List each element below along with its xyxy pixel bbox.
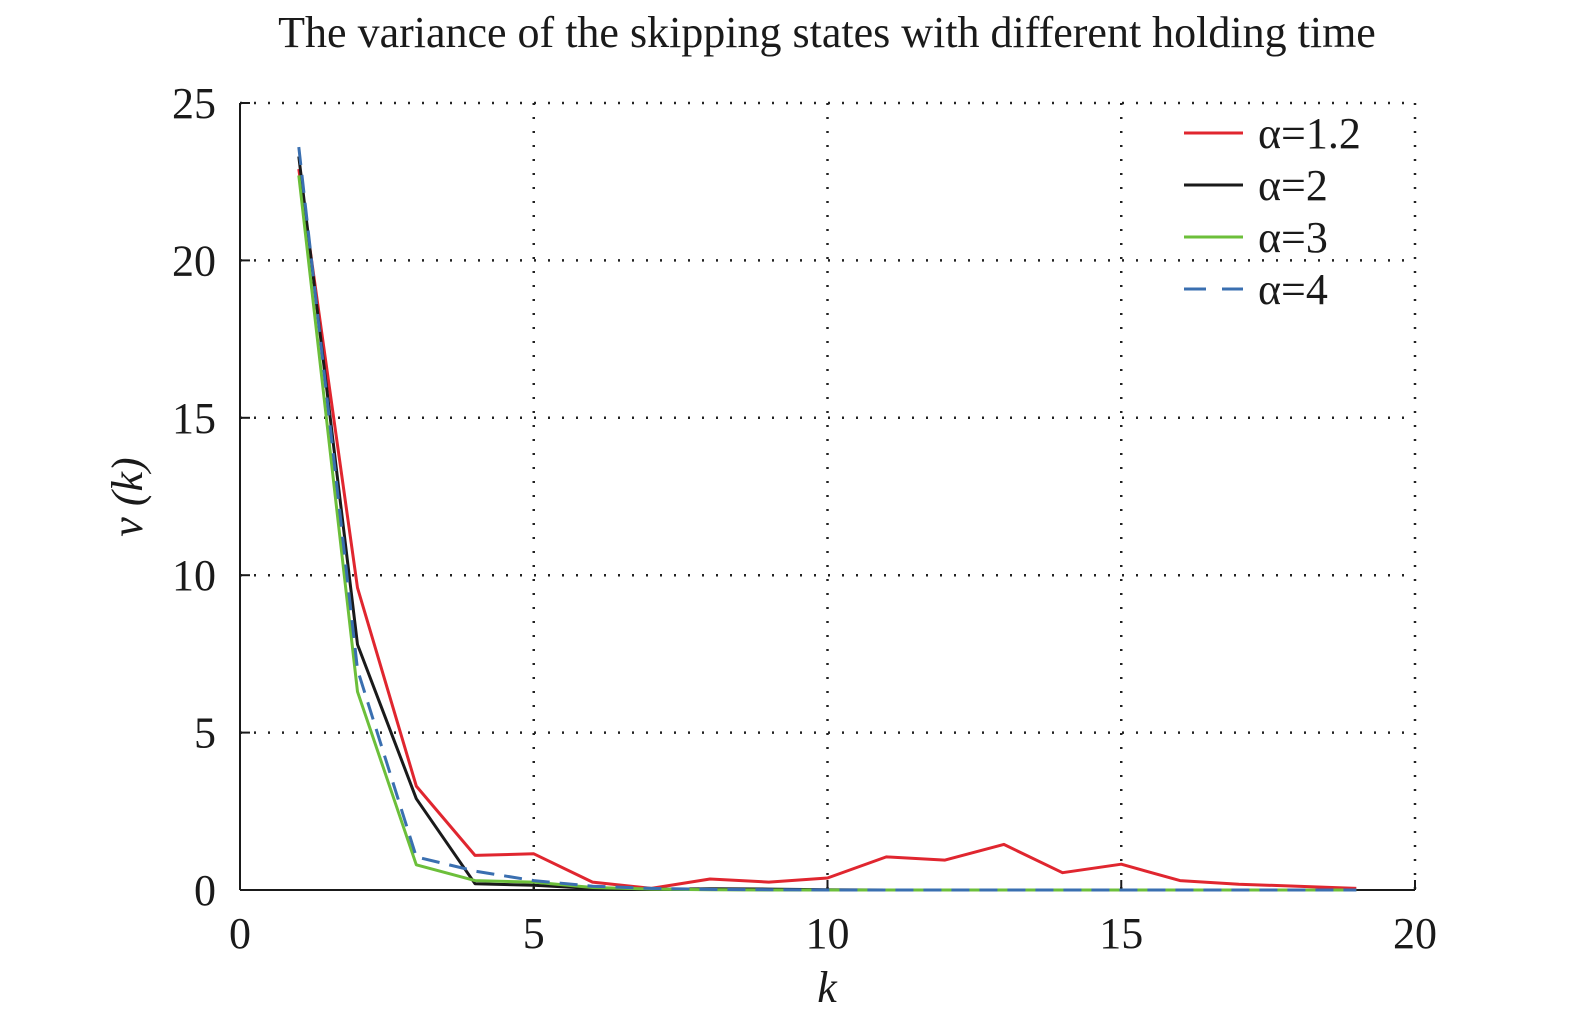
x-tick-label: 20 — [1393, 909, 1437, 958]
x-axis-label: k — [817, 963, 838, 1012]
grid-lines — [240, 101, 1417, 890]
chart-title: The variance of the skipping states with… — [278, 8, 1376, 57]
x-tick-label: 10 — [806, 909, 850, 958]
x-tick-label: 5 — [523, 909, 545, 958]
legend-label-2: α=2 — [1258, 161, 1328, 210]
y-tick-label: 5 — [194, 709, 216, 758]
y-tick-label: 15 — [172, 394, 216, 443]
x-tick-label: 0 — [229, 909, 251, 958]
y-axis-label: v (k) — [103, 457, 152, 536]
y-tick-label: 25 — [172, 79, 216, 128]
legend-label-3: α=3 — [1258, 213, 1328, 262]
series-line-4 — [297, 146, 1357, 892]
y-tick-label: 20 — [172, 236, 216, 285]
series-line-3 — [297, 175, 1357, 892]
series-lines — [297, 146, 1357, 892]
legend: α=1.2α=2α=3α=4 — [1184, 109, 1361, 314]
x-tick-label: 15 — [1099, 909, 1143, 958]
y-tick-label: 10 — [172, 551, 216, 600]
legend-label-4: α=4 — [1258, 265, 1328, 314]
series-line-1 — [297, 168, 1357, 890]
tick-labels: 0 5 10 15 20 0 5 10 15 20 25 — [172, 79, 1437, 958]
legend-label-1: α=1.2 — [1258, 109, 1361, 158]
y-tick-label: 0 — [194, 866, 216, 915]
